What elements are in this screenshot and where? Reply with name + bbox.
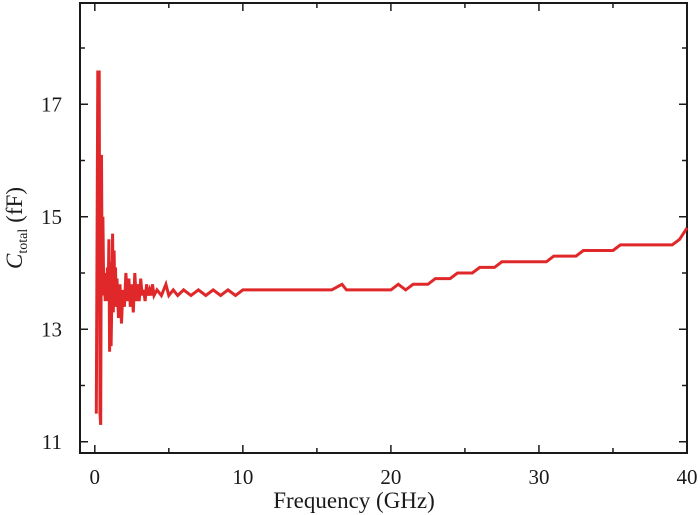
- x-tick-label: 40: [677, 465, 698, 489]
- y-tick-label: 11: [42, 430, 62, 454]
- plot-frame: [79, 2, 688, 454]
- x-tick-label: 0: [90, 465, 101, 489]
- y-axis-subscript: total: [16, 229, 31, 254]
- y-tick-label: 13: [41, 317, 62, 341]
- x-tick-label: 10: [232, 465, 253, 489]
- x-tick-labels: 0 10 20 30 40: [90, 465, 698, 489]
- x-tick-label: 30: [528, 465, 549, 489]
- x-tick-label: 20: [380, 465, 401, 489]
- y-axis-symbol: C: [2, 253, 27, 269]
- y-tick-label: 17: [41, 92, 62, 116]
- y-axis-unit: (fF): [2, 187, 27, 223]
- x-axis-title: Frequency (GHz): [273, 488, 435, 513]
- y-tick-labels: 11 13 15 17: [41, 92, 62, 454]
- y-tick-label: 15: [41, 205, 62, 229]
- series-line: [94, 70, 689, 425]
- tick-group: [80, 3, 688, 453]
- y-axis-title: Ctotal (fF): [2, 187, 31, 269]
